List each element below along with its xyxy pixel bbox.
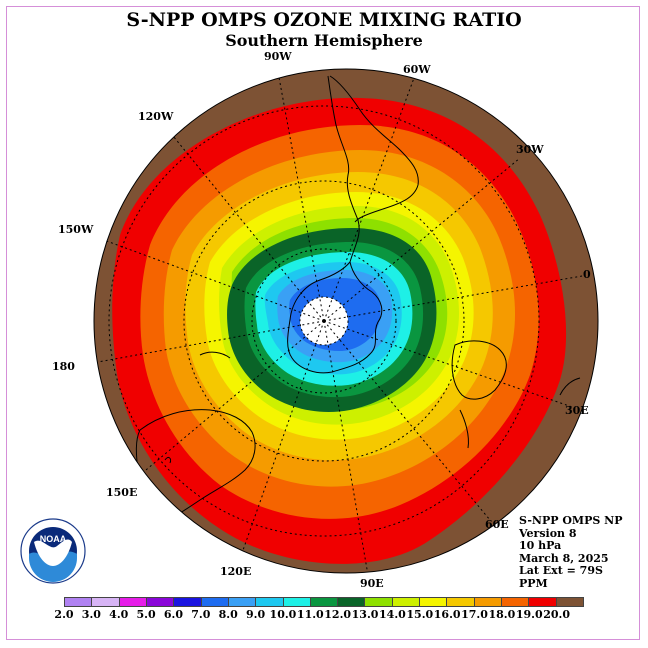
colorbar-tick-label: 15.0 [406, 608, 434, 621]
colorbar-tick-label: 5.0 [136, 608, 156, 621]
lon-label-180: 180 [52, 360, 75, 373]
colorbar-swatch [529, 598, 557, 606]
colorbar-swatch [420, 598, 448, 606]
lon-label-120w: 120W [138, 110, 174, 123]
graticule [94, 71, 583, 573]
colorbar-tick-label: 10.0 [269, 608, 297, 621]
info-line: S-NPP OMPS NP [519, 514, 623, 527]
map-subtitle: Southern Hemisphere [225, 31, 423, 50]
noaa-logo: NOAA [20, 518, 86, 584]
map-boundary [93, 68, 599, 574]
colorbar-swatch [201, 598, 229, 606]
colorbar-tick-label: 2.0 [54, 608, 74, 621]
colorbar-swatch [174, 598, 202, 606]
noaa-logo-text: NOAA [40, 534, 67, 544]
colorbar-tick-label: 18.0 [488, 608, 516, 621]
colorbar-swatch [92, 598, 120, 606]
colorbar-swatch [474, 598, 502, 606]
colorbar-tick-label: 7.0 [191, 608, 211, 621]
info-line: March 8, 2025 [519, 551, 609, 565]
lon-label-30w: 30W [516, 143, 544, 156]
lon-label-120e: 120E [220, 565, 252, 578]
lon-label-30e: 30E [565, 404, 589, 417]
lon-label-0: 0 [583, 268, 591, 281]
coastlines [135, 75, 581, 526]
colorbar-swatch [392, 598, 421, 606]
lon-label-150e: 150E [106, 486, 138, 499]
plot-frame [6, 6, 640, 640]
lon-label-90w: 90W [264, 50, 292, 63]
colorbar-swatch [365, 598, 393, 606]
lon-label-90e: 90E [360, 577, 384, 590]
lon-label-60w: 60W [403, 63, 431, 76]
colorbar-swatch [556, 598, 583, 606]
colorbar-tick-label: 11.0 [296, 608, 324, 621]
map-title: S-NPP OMPS OZONE MIXING RATIO [126, 9, 522, 31]
colorbar-swatch [310, 598, 339, 606]
info-line: Lat Ext = 79S [519, 564, 603, 578]
colorbar-swatch [65, 598, 93, 606]
colorbar-tick-label: 12.0 [324, 608, 352, 621]
ozone-field [94, 69, 598, 573]
info-line: PPM [519, 576, 548, 590]
colorbar-tick-label: 20.0 [543, 608, 571, 621]
colorbar [64, 597, 584, 607]
colorbar-swatch [502, 598, 530, 606]
info-line: Version 8 [519, 526, 577, 540]
colorbar-tick-label: 9.0 [246, 608, 266, 621]
colorbar-tick-label: 6.0 [163, 608, 184, 621]
colorbar-swatch [283, 598, 311, 606]
lon-label-150w: 150W [58, 223, 94, 236]
lon-label-60e: 60E [485, 518, 509, 531]
colorbar-swatch [447, 598, 475, 606]
info-line: 10 hPa [519, 539, 562, 553]
info-block: S-NPP OMPS NP Version 8 10 hPa March 8, … [519, 514, 623, 591]
colorbar-tick-label: 3.0 [81, 608, 101, 621]
colorbar-swatch [256, 598, 284, 606]
colorbar-tick-label: 4.0 [109, 608, 129, 621]
colorbar-swatch [228, 598, 257, 606]
colorbar-tick-label: 16.0 [433, 608, 461, 621]
colorbar-tick-label: 14.0 [379, 608, 406, 621]
colorbar-swatch [338, 598, 366, 606]
colorbar-swatch [119, 598, 147, 606]
colorbar-tick-label: 19.0 [515, 608, 543, 621]
colorbar-tick-label: 8.0 [218, 608, 238, 621]
colorbar-tick-label: 17.0 [461, 608, 488, 621]
colorbar-tick-label: 13.0 [351, 608, 379, 621]
colorbar-swatch [146, 598, 175, 606]
